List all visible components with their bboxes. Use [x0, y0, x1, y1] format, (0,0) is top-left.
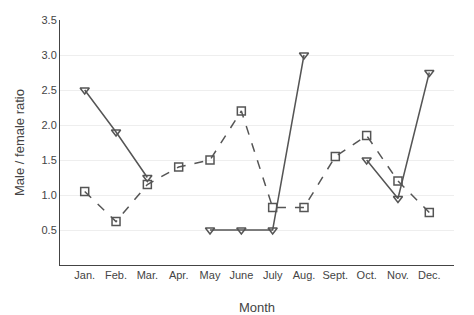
svg-text:May: May: [200, 269, 221, 281]
svg-text:2.5: 2.5: [42, 84, 57, 96]
svg-text:3.5: 3.5: [42, 14, 57, 26]
svg-text:Mar.: Mar.: [137, 269, 158, 281]
svg-text:Dec.: Dec.: [418, 269, 441, 281]
svg-text:Male / female ratio: Male / female ratio: [12, 89, 27, 196]
svg-text:1.0: 1.0: [42, 189, 57, 201]
svg-text:Sept.: Sept.: [322, 269, 348, 281]
svg-text:Aug.: Aug.: [293, 269, 316, 281]
svg-text:0.5: 0.5: [42, 224, 57, 236]
svg-text:1.5: 1.5: [42, 154, 57, 166]
svg-text:Month: Month: [239, 300, 275, 315]
svg-text:Nov.: Nov.: [387, 269, 409, 281]
svg-text:Apr.: Apr.: [169, 269, 189, 281]
svg-text:Feb.: Feb.: [105, 269, 127, 281]
svg-text:3.0: 3.0: [42, 49, 57, 61]
svg-text:June: June: [229, 269, 253, 281]
svg-text:July: July: [263, 269, 283, 281]
svg-text:Oct.: Oct.: [357, 269, 377, 281]
svg-text:2.0: 2.0: [42, 119, 57, 131]
svg-text:Jan.: Jan.: [74, 269, 95, 281]
